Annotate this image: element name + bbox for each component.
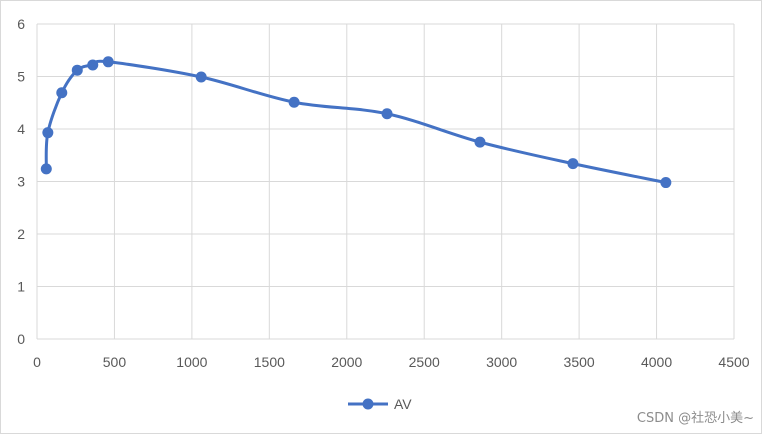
y-tick-label: 1: [17, 279, 25, 295]
legend-label-av: AV: [394, 396, 412, 412]
x-tick-label: 3000: [486, 354, 517, 370]
x-tick-label: 2500: [409, 354, 440, 370]
data-point: [567, 158, 579, 170]
data-point: [56, 87, 68, 99]
x-tick-label: 3500: [564, 354, 595, 370]
y-tick-label: 3: [17, 174, 25, 190]
data-point: [288, 96, 300, 108]
x-tick-label: 1500: [254, 354, 285, 370]
data-point: [40, 163, 52, 175]
x-tick-label: 4500: [718, 354, 749, 370]
x-tick-label: 2000: [331, 354, 362, 370]
x-tick-label: 1000: [176, 354, 207, 370]
x-tick-label: 500: [103, 354, 127, 370]
data-point: [71, 64, 83, 76]
data-point: [660, 177, 672, 189]
y-tick-label: 6: [17, 16, 25, 32]
x-axis-ticks: 0 500 1000 1500 2000 2500 3000 3500 4000 4500: [33, 354, 750, 370]
x-tick-label: 4000: [641, 354, 672, 370]
data-point: [195, 71, 207, 83]
y-tick-label: 0: [17, 331, 25, 347]
x-tick-label: 0: [33, 354, 41, 370]
y-axis-ticks: 0 1 2 3 4 5 6: [17, 16, 25, 347]
data-point: [102, 56, 114, 68]
watermark: CSDN @社恐小美~: [636, 411, 754, 426]
legend-marker-av: [362, 398, 374, 410]
data-point: [42, 127, 54, 139]
y-tick-label: 2: [17, 226, 25, 242]
gridlines: [36, 23, 735, 340]
data-point: [381, 108, 393, 120]
legend: AV: [348, 396, 412, 412]
data-point: [474, 136, 486, 148]
data-point: [87, 59, 99, 71]
series-layer: [40, 56, 672, 189]
y-tick-label: 4: [17, 121, 25, 137]
y-tick-label: 5: [17, 69, 25, 85]
